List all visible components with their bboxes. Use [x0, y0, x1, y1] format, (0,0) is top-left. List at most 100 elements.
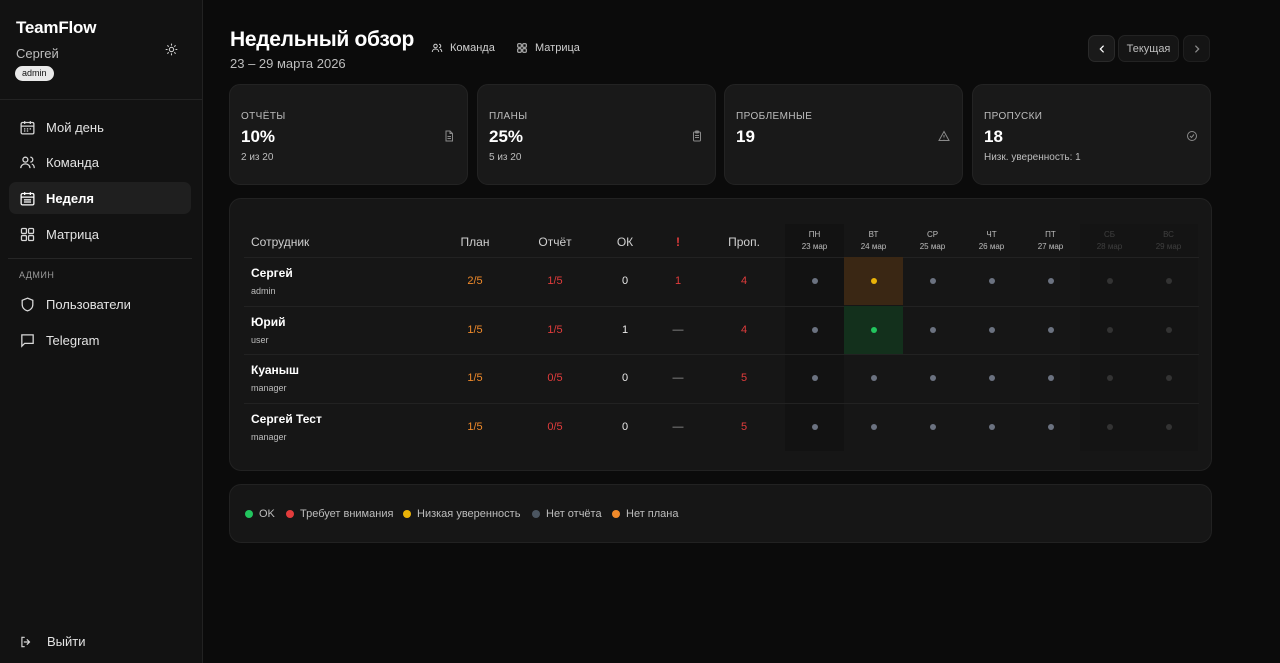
day-date: 29 мар — [1155, 242, 1182, 251]
sidebar-item-users[interactable]: Пользователи — [9, 288, 191, 320]
legend: OK Требует внимания Низкая уверенность Нет … — [229, 484, 1212, 543]
shield-icon — [21, 296, 34, 312]
status-dot — [988, 278, 995, 284]
legend-label: OK — [259, 508, 275, 520]
employee-name: Сергей Тест — [251, 411, 322, 426]
legend-dot — [532, 510, 540, 518]
day-status-cell[interactable] — [785, 403, 844, 451]
stat-label: ПРОБЛЕМНЫЕ — [736, 111, 813, 122]
status-dot — [1165, 278, 1172, 284]
user-name: Сергей — [16, 46, 59, 61]
weekday-shade — [1021, 224, 1080, 451]
day-status-cell[interactable] — [903, 306, 962, 354]
day-status-cell[interactable] — [844, 257, 903, 305]
status-dot — [811, 326, 818, 333]
sidebar-item-week[interactable]: Неделя — [9, 182, 191, 214]
cell-ok: 0 — [621, 372, 629, 384]
day-status-cell[interactable] — [962, 354, 1021, 402]
chevron-left-icon — [1098, 44, 1104, 53]
day-status-cell — [1080, 306, 1139, 354]
sun-icon[interactable] — [162, 40, 180, 58]
employee-name: Сергей — [251, 266, 293, 280]
day-status-cell — [1080, 354, 1139, 402]
next-week-button[interactable] — [1183, 35, 1210, 62]
day-status-cell[interactable] — [962, 306, 1021, 354]
weekend-shade — [1080, 224, 1198, 451]
status-dot — [929, 278, 936, 284]
day-date: 26 мар — [978, 242, 1005, 251]
column-header-ok: ОК — [616, 235, 634, 249]
sidebar-item-telegram[interactable]: Telegram — [9, 324, 191, 356]
header-link-team[interactable]: Команда — [431, 42, 495, 54]
stat-card-problems: ПРОБЛЕМНЫЕ 19 — [724, 84, 963, 185]
legend-dot — [286, 510, 294, 518]
day-status-cell — [1139, 354, 1198, 402]
day-status-cell[interactable] — [903, 257, 962, 305]
column-header-employee: Сотрудник — [251, 235, 310, 249]
day-status-cell[interactable] — [903, 403, 962, 451]
stat-sub: 5 из 20 — [489, 152, 522, 163]
cell-alert: — — [672, 420, 684, 433]
cell-missed: 4 — [740, 323, 748, 336]
status-dot — [988, 326, 995, 333]
weekday-shade — [903, 224, 962, 451]
day-name: ВТ — [868, 230, 879, 239]
row-divider — [244, 402, 1199, 404]
cell-plan: 1/5 — [467, 372, 483, 384]
stat-card-reports: ОТЧЁТЫ 10% 2 из 20 — [229, 84, 468, 185]
day-status-cell[interactable] — [844, 305, 903, 354]
day-status-cell[interactable] — [844, 403, 903, 451]
cell-missed: 5 — [740, 372, 748, 384]
employee-name: Куаныш — [251, 363, 300, 377]
grid-icon — [517, 43, 527, 53]
prev-week-button[interactable] — [1088, 35, 1115, 62]
header-link-matrix[interactable]: Матрица — [516, 42, 580, 54]
day-date: 24 мар — [860, 242, 887, 251]
sidebar: TeamFlow Сергей admin Мой день Команда Н… — [0, 0, 203, 663]
status-dot — [1165, 326, 1172, 333]
cell-plan: 1/5 — [467, 420, 483, 433]
current-week-button[interactable]: Текущая — [1118, 35, 1179, 62]
day-status-cell[interactable] — [1021, 354, 1080, 402]
column-header-plan: План — [460, 235, 490, 249]
day-status-cell[interactable] — [1021, 306, 1080, 354]
day-header: ВС 29 мар — [1139, 230, 1198, 251]
day-status-cell — [1080, 257, 1139, 305]
day-status-cell[interactable] — [903, 354, 962, 402]
day-status-cell[interactable] — [962, 403, 1021, 451]
brand-logo: TeamFlow — [16, 18, 97, 37]
calendar-week-icon — [20, 191, 35, 206]
status-dot — [988, 423, 995, 430]
day-header: СБ 28 мар — [1080, 230, 1139, 251]
stat-value: 10% — [241, 127, 276, 146]
check-circle-icon — [1186, 129, 1198, 147]
employee-role: admin — [251, 286, 276, 296]
day-status-cell[interactable] — [785, 257, 844, 305]
status-dot — [929, 326, 936, 333]
grid-icon — [20, 227, 35, 241]
day-status-cell[interactable] — [1021, 257, 1080, 305]
day-status-cell[interactable] — [962, 257, 1021, 305]
legend-item: OK — [245, 508, 275, 520]
day-status-cell[interactable] — [785, 306, 844, 354]
status-dot — [1047, 423, 1054, 430]
day-status-cell — [1139, 403, 1198, 451]
day-status-cell[interactable] — [1021, 403, 1080, 451]
day-name: ЧТ — [986, 230, 997, 239]
day-status-cell[interactable] — [844, 354, 903, 402]
cell-report: 1/5 — [547, 275, 563, 287]
stat-sub: 2 из 20 — [241, 152, 274, 163]
sidebar-item-matrix[interactable]: Матрица — [9, 218, 191, 250]
logout-button[interactable]: Выйти — [19, 634, 86, 649]
status-dot — [1047, 278, 1054, 284]
day-status-cell[interactable] — [785, 354, 844, 402]
employee-role: manager — [251, 431, 287, 442]
row-divider — [244, 305, 1199, 307]
status-dot — [1047, 375, 1054, 381]
stat-label: ОТЧЁТЫ — [241, 111, 286, 122]
day-name: ПТ — [1045, 230, 1056, 239]
sidebar-item-team[interactable]: Команда — [9, 146, 191, 178]
day-status-cell — [1139, 306, 1198, 354]
sidebar-item-my-day[interactable]: Мой день — [9, 111, 191, 143]
weekly-table: Сотрудник План Отчёт ОК ! Проп. ПН 23 мар… — [229, 198, 1212, 471]
